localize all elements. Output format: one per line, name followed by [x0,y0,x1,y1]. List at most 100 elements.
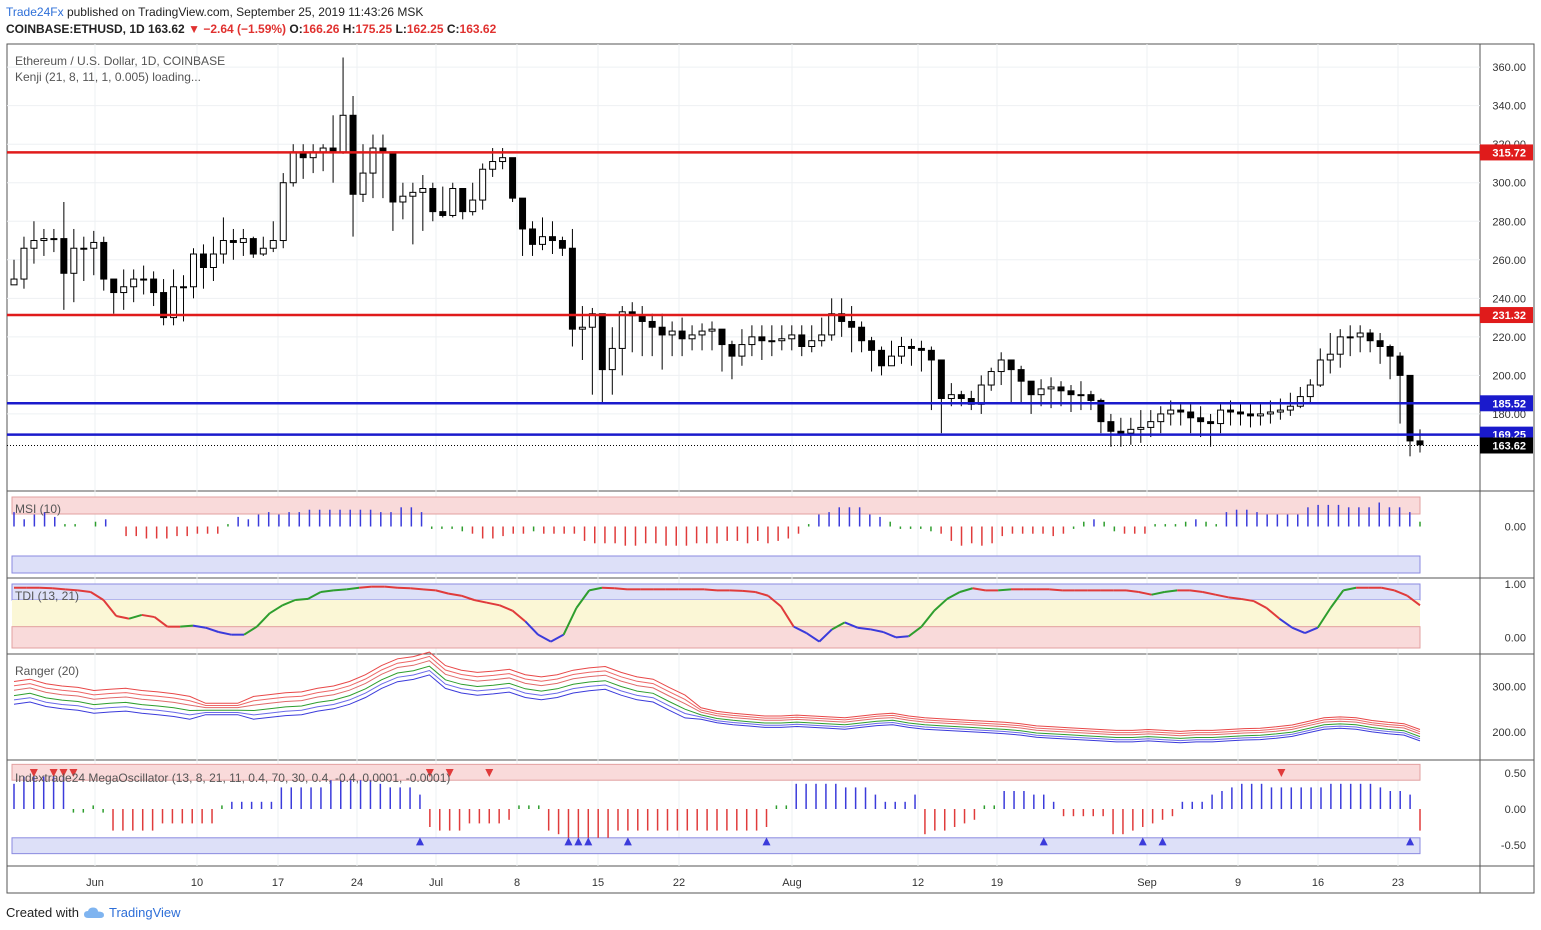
candle-body [369,147,377,174]
x-tick-label: 9 [1235,877,1241,889]
sell-signal-icon [485,769,494,777]
candle-body [409,191,417,197]
buy-signal-icon [1158,837,1167,846]
candle-body [1027,380,1035,396]
tdi-line-segment [282,599,296,607]
buy-signal-icon [1039,837,1048,846]
tdi-line-segment [882,631,897,639]
candle-body [1326,353,1334,361]
tdi-tick-label: 0.00 [1505,632,1526,644]
candle-body [848,320,856,328]
ranger-band-line [13,651,1421,732]
y-tick-label: 340.00 [1492,101,1526,113]
candle-body [20,247,28,280]
candle-body [1296,396,1304,407]
chart-frame [6,43,1535,894]
candle-body [608,347,616,371]
tdi-line-segment [1164,589,1178,593]
created-with-text: Created with [6,905,79,920]
candle-body [289,151,297,184]
symbol-line: COINBASE:ETHUSD, 1D 163.62 ▼ −2.64 (−1.5… [6,22,496,36]
candle-body [189,253,197,288]
level-price-tag [1480,395,1533,412]
candle-body [239,238,247,243]
candle-body [1157,413,1165,423]
tdi-line-segment [435,589,449,595]
candle-body [1227,409,1235,413]
tdi-line-segment [90,591,105,601]
candle-body [249,238,257,255]
candle-body [937,359,945,400]
tdi-line-segment [218,631,232,636]
level-price-label: 315.72 [1492,147,1526,159]
sell-signal-icon [69,769,78,777]
ranger-band-line [13,674,1421,744]
candle-body [1067,390,1075,396]
tdi-line-segment [116,615,130,620]
candle-body [1017,369,1025,382]
close-value: 163.62 [459,22,497,36]
candle-body [160,292,168,319]
ranger-band-line [13,665,1421,739]
tdi-line-segment [1138,591,1152,596]
candle-body [1097,399,1105,423]
tdi-line-segment [1343,586,1357,592]
tdi-line-segment [1215,593,1229,599]
candle-body [339,114,347,153]
tdi-line-segment [397,586,411,590]
tdi-line-segment [499,604,513,612]
tdi-line-segment [333,588,347,592]
tdi-line-segment [102,599,118,617]
candle-body [170,286,178,319]
ranger-band-line [13,660,1421,737]
candle-body [917,347,925,351]
tdi-line-segment [1265,607,1281,620]
candle-body [359,172,367,195]
tdi-line-segment [359,585,372,589]
candle-body [997,359,1005,373]
tdi-lower-zone [11,626,1421,649]
tdi-line-segment [742,589,756,593]
tdi-line-segment [704,588,718,592]
tdi-line-segment [461,594,475,601]
msi-tick-label: 0.00 [1505,522,1526,534]
x-tick-label: 23 [1392,877,1404,889]
tdi-line-segment [153,616,168,628]
tdi-line-segment [1125,589,1139,593]
x-tick-label: Jul [429,877,443,889]
tradingview-brand[interactable]: TradingView [108,905,181,920]
candle-body [838,313,846,322]
tdi-line-segment [1291,626,1306,634]
candle-body [519,197,527,230]
msi-upper-zone [11,496,1421,515]
y-tick-label: 240.00 [1492,293,1526,305]
tdi-line-segment [1202,591,1216,596]
tdi-line-segment [307,591,322,600]
x-tick-label: Jun [86,877,104,889]
ranger-tick-label: 300.00 [1492,682,1526,694]
candle-body [688,334,696,340]
published-text: published on TradingView.com, September … [66,5,424,19]
tdi-line-segment [1381,586,1395,592]
tdi-line-segment [1316,607,1332,629]
price-change: −2.64 (−1.59%) [203,22,287,36]
tdi-line-segment [1253,600,1268,609]
candle-body [1306,384,1314,398]
tdi-line-segment [920,610,936,628]
y-tick-label: 200.00 [1492,370,1526,382]
tdi-line-segment [269,604,283,615]
candle-body [439,211,447,216]
publisher-name[interactable]: Trade24Fx [6,5,64,19]
candle-body [110,278,118,294]
tdi-line-segment [959,587,973,593]
candle-body [130,278,138,288]
tdi-line-segment [346,586,360,591]
level-price-tag [1480,307,1533,324]
main-legend-title: Ethereum / U.S. Dollar, 1D, COINBASE [15,54,226,68]
candle-body [798,334,806,347]
candle-body [718,328,726,346]
tdi-line-segment [486,601,500,607]
chart-canvas[interactable]: Jun 10 17 24 Jul 8 15 22 Aug 12 19 Sep 9 16 23 360.00 34… [0,0,1541,900]
tdi-line-segment [870,628,884,633]
tdi-line-segment [857,626,871,631]
